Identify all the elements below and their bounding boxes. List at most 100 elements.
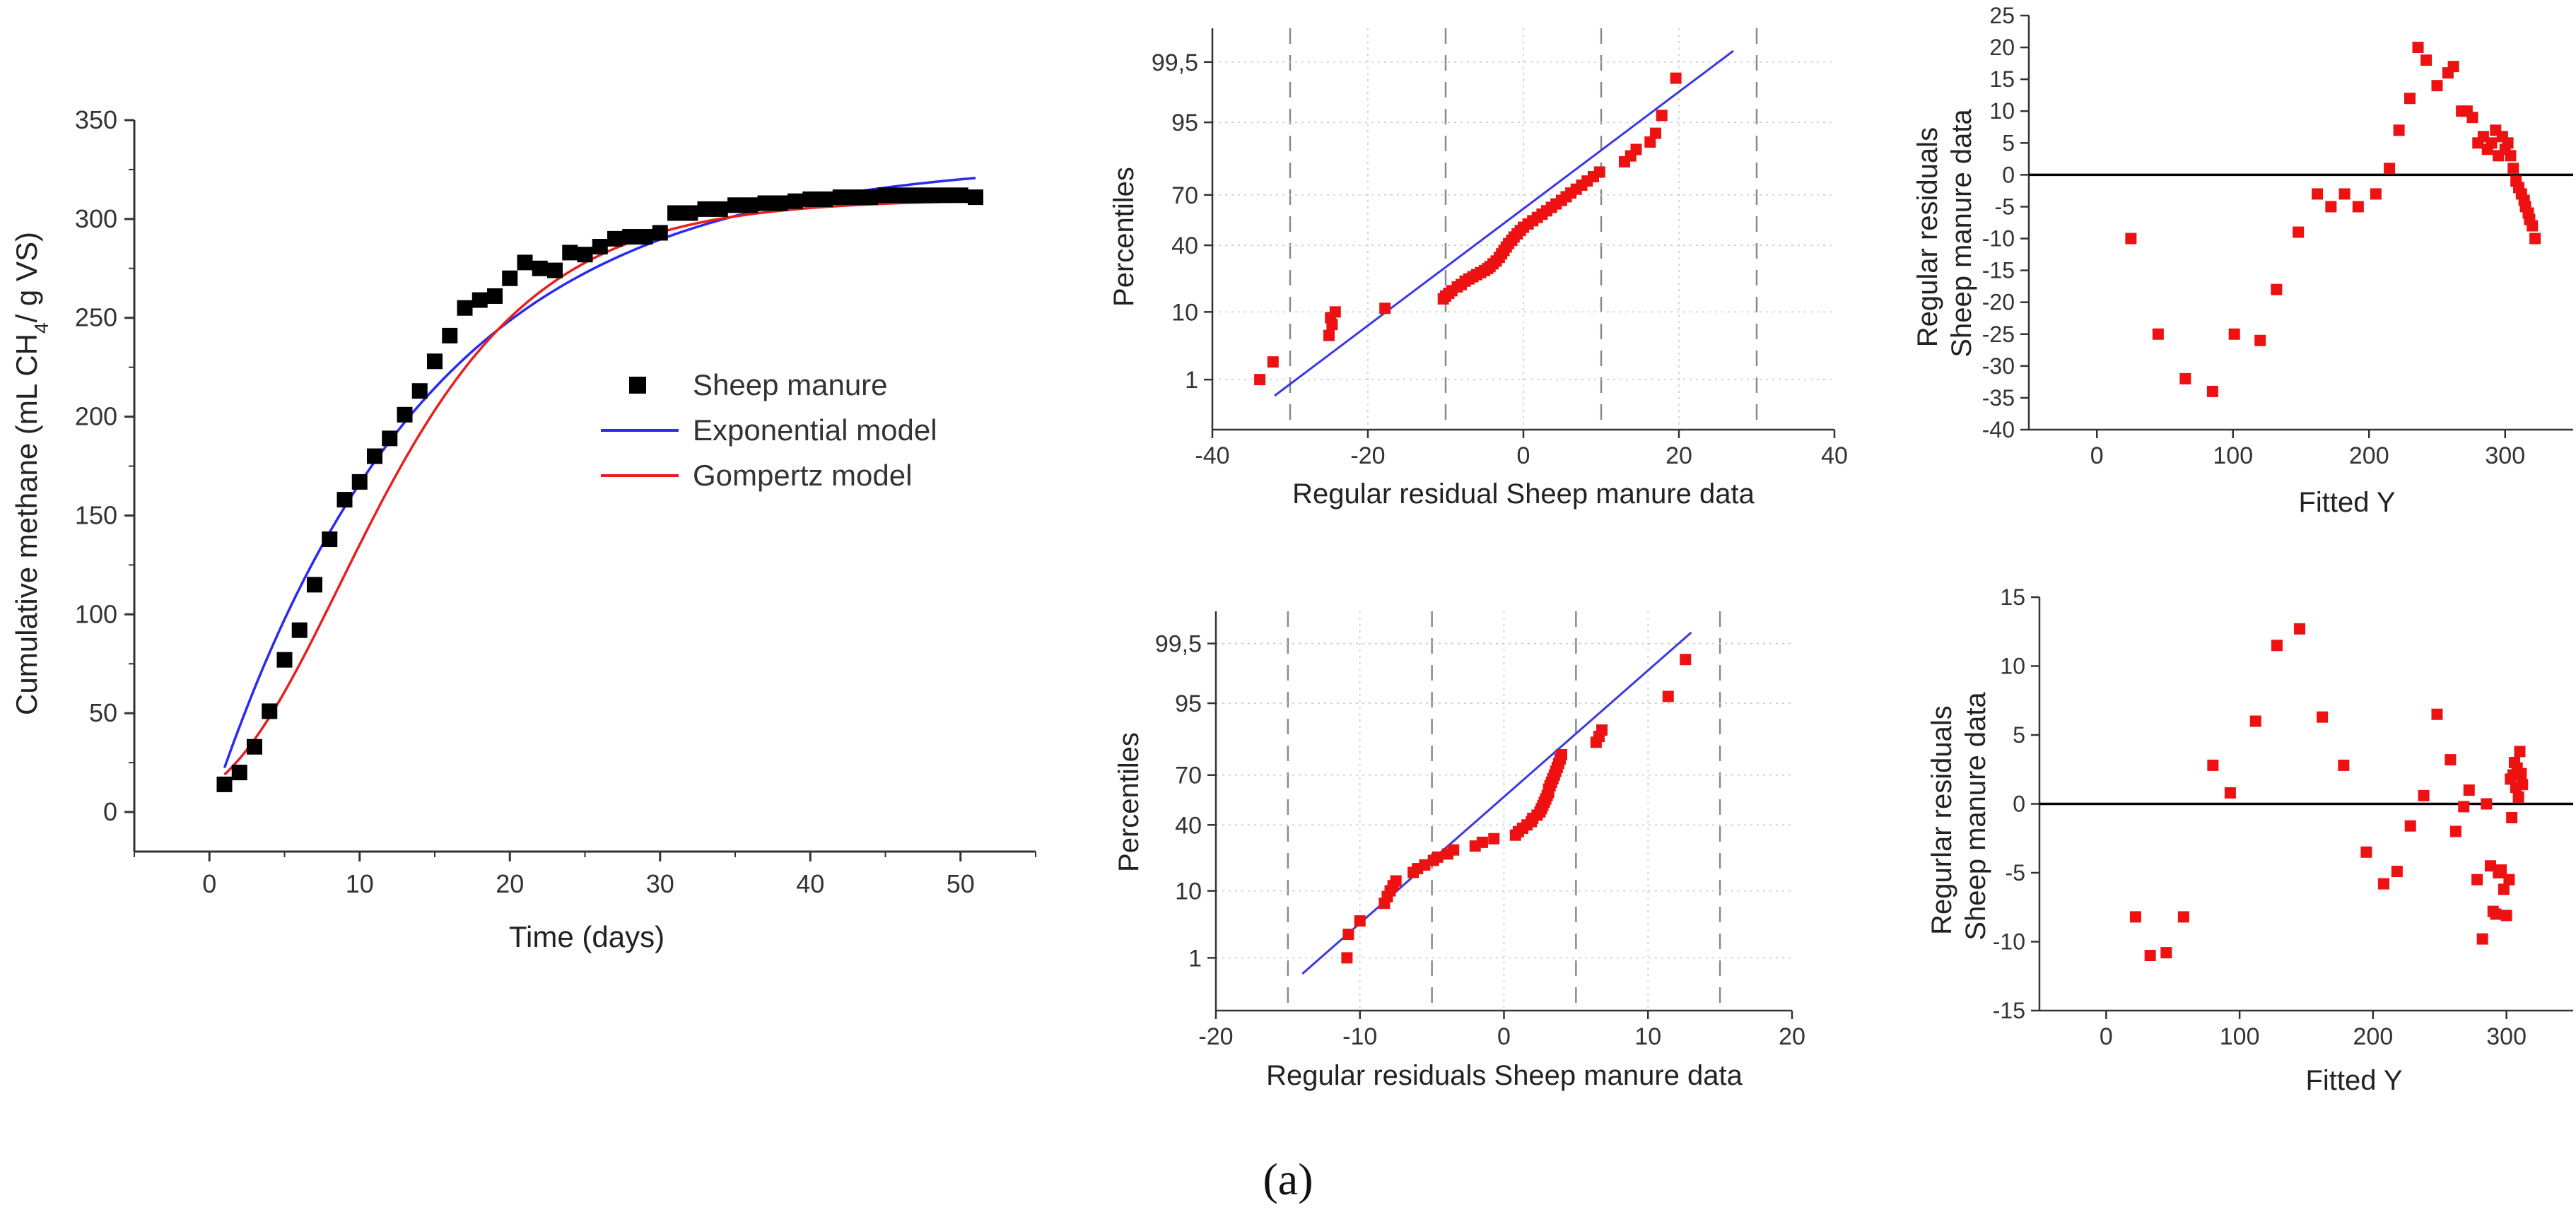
cumulative-y-tick-label: 300 bbox=[75, 204, 117, 233]
sheep-manure-marker bbox=[291, 622, 308, 638]
probplot-gomp-x-tick-label: 0 bbox=[1497, 1023, 1511, 1050]
sheep-manure-marker bbox=[411, 383, 428, 399]
probplot-exp-x-tick-label: -20 bbox=[1350, 442, 1385, 469]
residuals-gomp-point bbox=[2129, 911, 2141, 923]
cumulative-y-tick-label: 350 bbox=[75, 105, 117, 134]
residuals-gomp-y-tick-label: -15 bbox=[1993, 998, 2025, 1023]
residuals-gomp-point bbox=[2515, 767, 2527, 779]
probplot-exp-y-tick-label: 1 bbox=[1185, 367, 1198, 394]
residuals-gomp-point bbox=[2249, 715, 2261, 727]
residuals-exp-point bbox=[2352, 201, 2364, 213]
residuals-gomp-y-tick-label: -5 bbox=[2006, 860, 2025, 886]
probplot-exp-point bbox=[1644, 136, 1656, 148]
residuals-exp-point bbox=[2466, 112, 2478, 124]
cumulative-series bbox=[216, 177, 983, 792]
probplot-gomp-axes: 1 10 40 70 95 99,5 -20 -10 0 10 20 bbox=[1155, 611, 1805, 1050]
residuals-exp-axes: -40 -35 -30 -25 -20 -15 -10 -5 0 5 10 15 20 25 0 100 200… bbox=[1982, 3, 2573, 469]
probplot-exp-point bbox=[1267, 356, 1279, 368]
residuals-exp-point bbox=[2338, 188, 2350, 200]
probplot-gomp-series bbox=[1301, 631, 1692, 975]
sheep-manure-marker bbox=[788, 193, 803, 209]
residuals-gomp-point bbox=[2512, 791, 2524, 803]
residuals-gomp-point bbox=[2431, 708, 2443, 720]
sheep-manure-marker bbox=[276, 652, 293, 668]
residuals-exp-point bbox=[2179, 372, 2191, 384]
residuals-gomp-point bbox=[2294, 623, 2306, 635]
residuals-gomp-point bbox=[2207, 759, 2219, 771]
residuals-gomp-x-tick-label: 0 bbox=[2100, 1023, 2113, 1050]
residuals-gompertz: -15 -10 -5 0 5 10 15 0 100 200 300 Fitted Y Regurl… bbox=[1926, 584, 2573, 1096]
cumulative-y-tick-label: 150 bbox=[75, 500, 117, 529]
residuals-exp-y-tick-label: -25 bbox=[1982, 322, 2015, 347]
probplot-exp-x-tick-label: 20 bbox=[1665, 442, 1692, 469]
residuals-exp-x-tick-label: 0 bbox=[2090, 442, 2104, 469]
cumulative-legend: Sheep manure Exponential model Gompertz mo… bbox=[601, 368, 937, 492]
sheep-manure-marker bbox=[817, 191, 833, 207]
residuals-exp-point bbox=[2125, 233, 2137, 245]
sheep-manure-marker bbox=[923, 187, 939, 204]
sheep-manure-marker bbox=[577, 247, 593, 263]
residuals-exp-point bbox=[2420, 54, 2432, 66]
residuals-exp-point bbox=[2206, 385, 2218, 397]
sheep-manure-marker bbox=[231, 765, 247, 781]
probability-plot-exponential: 1 10 40 70 95 99,5 -40 -20 0 20 40 Regular residua… bbox=[1108, 28, 1848, 510]
residuals-gomp-series bbox=[2039, 623, 2573, 961]
residuals-gomp-point bbox=[2338, 759, 2350, 771]
sheep-manure-marker bbox=[712, 201, 728, 217]
residuals-exp-series bbox=[2029, 42, 2573, 397]
residuals-gomp-axes: -15 -10 -5 0 5 10 15 0 100 200 300 bbox=[1993, 584, 2573, 1050]
sheep-manure-marker bbox=[848, 189, 863, 206]
residuals-gomp-point bbox=[2514, 746, 2526, 758]
probplot-exp-point bbox=[1593, 166, 1605, 178]
sheep-manure-marker bbox=[262, 703, 278, 719]
sheep-manure-marker bbox=[247, 739, 262, 755]
sheep-manure-marker bbox=[322, 531, 338, 548]
residuals-exp-y-tick-label: -10 bbox=[1982, 226, 2015, 252]
probplot-gomp-point bbox=[1419, 859, 1431, 871]
probplot-gomp-y-tick-label: 40 bbox=[1175, 812, 1202, 839]
cumulative-y-tick-label: 200 bbox=[75, 402, 117, 431]
sheep-manure-marker bbox=[502, 270, 518, 286]
residuals-gomp-point bbox=[2506, 812, 2518, 823]
residuals-gomp-point bbox=[2498, 883, 2510, 895]
sheep-manure-marker bbox=[667, 205, 683, 221]
residuals-gomp-x-axis-title: Fitted Y bbox=[2305, 1065, 2402, 1096]
probplot-exp-y-tick-label: 70 bbox=[1171, 182, 1198, 209]
sheep-manure-marker bbox=[547, 262, 563, 278]
sheep-manure-marker bbox=[351, 473, 368, 490]
residuals-exp-y-tick-label: 0 bbox=[2002, 162, 2015, 187]
residuals-exp-point bbox=[2293, 226, 2305, 238]
sheep-manure-marker bbox=[532, 260, 548, 276]
probplot-gomp-x-tick-label: 20 bbox=[1779, 1023, 1805, 1050]
probplot-gomp-y-tick-label: 10 bbox=[1175, 878, 1202, 905]
probplot-exp-point bbox=[1323, 329, 1335, 341]
residuals-exp-point bbox=[2325, 201, 2337, 213]
cumulative-y-axis-title: Cumulative methane (mL CH4/ g VS) bbox=[10, 232, 52, 715]
residuals-gomp-point bbox=[2495, 864, 2507, 876]
legend-sheep-manure-symbol bbox=[629, 377, 646, 394]
probplot-gomp-point bbox=[1390, 875, 1402, 887]
residuals-gomp-point bbox=[2445, 754, 2457, 766]
cumulative-x-tick-label: 20 bbox=[496, 869, 524, 898]
sheep-manure-marker bbox=[742, 197, 759, 213]
residuals-exp-y-tick-label: -35 bbox=[1982, 385, 2015, 411]
residuals-gomp-point bbox=[2471, 873, 2483, 886]
residuals-exp-point bbox=[2529, 233, 2541, 245]
residuals-gomp-y-tick-label: 5 bbox=[2013, 722, 2025, 748]
probplot-exp-fit-line bbox=[1274, 49, 1734, 397]
residuals-gomp-point bbox=[2377, 878, 2389, 890]
probplot-gomp-point bbox=[1556, 748, 1567, 760]
probplot-gomp-point bbox=[1354, 915, 1366, 927]
residuals-exp-point bbox=[2527, 220, 2539, 232]
probplot-gomp-fit-line bbox=[1301, 631, 1692, 975]
sheep-manure-marker bbox=[367, 448, 382, 464]
probplot-exp-point bbox=[1254, 374, 1266, 386]
residuals-gomp-y-tick-label: 15 bbox=[2000, 584, 2025, 610]
sheep-manure-marker bbox=[307, 577, 322, 593]
probplot-gomp-x-tick-label: -20 bbox=[1198, 1023, 1233, 1050]
probplot-gomp-y-tick-label: 70 bbox=[1175, 763, 1202, 789]
residuals-gomp-point bbox=[2481, 798, 2493, 810]
sheep-manure-marker bbox=[952, 187, 968, 204]
residuals-gomp-point bbox=[2317, 711, 2329, 723]
probplot-gomp-point bbox=[1662, 690, 1674, 702]
